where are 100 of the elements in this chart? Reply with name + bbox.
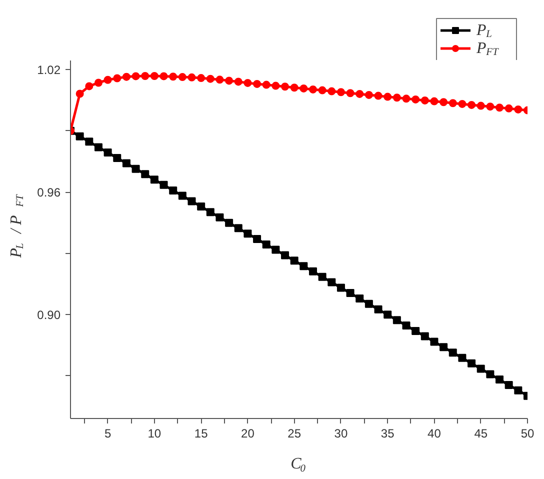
point <box>272 82 280 90</box>
point <box>504 104 513 112</box>
point <box>504 381 513 390</box>
point <box>318 272 326 281</box>
point <box>412 95 420 104</box>
point <box>412 326 420 335</box>
point <box>94 143 102 152</box>
point <box>336 284 345 292</box>
y-tick-label: 0.90 <box>37 308 61 322</box>
point <box>132 164 140 173</box>
point <box>468 100 476 109</box>
point <box>496 104 504 112</box>
y-axis-title: PL / PFT <box>8 193 26 259</box>
x-tick-label: 40 <box>428 426 442 440</box>
point <box>392 316 401 324</box>
point <box>328 87 336 96</box>
point <box>458 354 466 362</box>
point <box>122 72 130 81</box>
point <box>514 386 522 394</box>
point <box>76 132 84 140</box>
point <box>328 278 336 286</box>
point <box>290 256 298 265</box>
point <box>234 78 242 86</box>
point <box>392 94 401 102</box>
point <box>356 90 364 98</box>
point <box>85 138 94 146</box>
point <box>364 90 373 99</box>
point <box>225 76 234 85</box>
point <box>300 262 308 270</box>
point <box>514 105 522 114</box>
point <box>197 74 206 82</box>
point <box>169 72 178 81</box>
point <box>486 370 494 378</box>
point <box>113 154 122 162</box>
point <box>150 176 158 184</box>
point <box>318 86 326 94</box>
point <box>448 99 457 108</box>
point <box>364 300 373 308</box>
point <box>346 89 354 98</box>
point <box>113 74 122 82</box>
y-tick-label: 0.96 <box>37 186 61 200</box>
point <box>206 74 214 83</box>
point <box>402 94 410 103</box>
point <box>85 82 94 90</box>
point <box>476 102 485 110</box>
point <box>290 84 298 92</box>
point <box>440 343 448 352</box>
point <box>244 78 252 87</box>
point <box>281 82 290 91</box>
point <box>216 76 224 84</box>
point <box>402 321 410 330</box>
point <box>150 72 158 80</box>
x-tick-label: 15 <box>194 426 208 440</box>
x-tick-label: 20 <box>241 426 255 440</box>
point <box>281 251 290 260</box>
point <box>384 310 392 319</box>
point <box>476 364 485 373</box>
point <box>141 170 150 178</box>
point <box>356 294 364 303</box>
point <box>420 96 429 104</box>
point <box>384 92 392 101</box>
x-tick-label: 50 <box>520 426 534 440</box>
x-tick-label: 30 <box>334 426 348 440</box>
x-tick-label: 10 <box>148 426 162 440</box>
point <box>300 84 308 92</box>
point <box>430 97 438 106</box>
y-tick-label: 1.02 <box>37 63 61 78</box>
point <box>244 230 252 238</box>
point <box>225 218 234 227</box>
point <box>94 78 102 87</box>
point <box>132 72 140 80</box>
point <box>122 159 130 168</box>
point <box>336 88 345 96</box>
point <box>160 72 168 80</box>
point <box>188 197 196 206</box>
point <box>486 102 494 111</box>
point <box>440 98 448 106</box>
point <box>234 224 242 232</box>
point <box>76 90 84 98</box>
point <box>448 348 457 357</box>
point <box>430 338 438 346</box>
point <box>468 359 476 368</box>
point <box>104 76 112 84</box>
point <box>253 234 262 243</box>
point <box>262 240 270 248</box>
point <box>308 85 317 94</box>
point <box>169 186 178 194</box>
point <box>104 148 112 156</box>
point <box>141 72 150 80</box>
point <box>216 213 224 222</box>
point <box>458 100 466 108</box>
x-tick-label: 25 <box>288 426 302 440</box>
point <box>346 289 354 298</box>
point <box>496 376 504 384</box>
point <box>420 332 429 340</box>
point <box>206 208 214 216</box>
point <box>374 305 382 314</box>
point <box>308 267 317 276</box>
point <box>160 180 168 189</box>
point <box>197 202 206 211</box>
